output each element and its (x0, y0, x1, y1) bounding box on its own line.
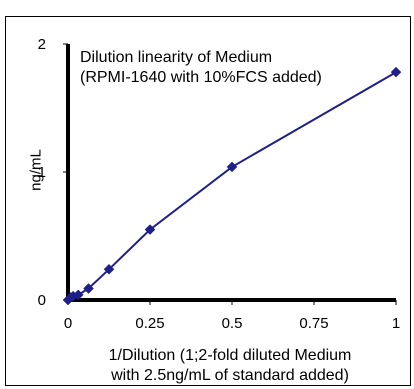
data-point (144, 224, 156, 235)
data-point (103, 263, 115, 275)
x-tick-label: 0.75 (299, 315, 328, 332)
x-tick-label: 0 (64, 315, 72, 332)
annotation-line-2: (RPMI-1640 with 10%FCS added) (80, 69, 322, 86)
chart-frame: 0 0.25 0.5 0.75 1 0 1 2 (5, 16, 411, 386)
chart-svg: 0 0.25 0.5 0.75 1 0 1 2 (38, 36, 402, 332)
y-axis-title: ng/mL (27, 149, 45, 191)
x-tick-label: 1 (392, 315, 400, 332)
x-tick-label: 0.5 (222, 315, 243, 332)
y-tick-label: 0 (38, 292, 46, 309)
x-axis-title-line-1: 1/Dilution (1;2-fold diluted Medium (108, 347, 352, 364)
series-line (67, 71, 397, 301)
y-tick-label: 2 (38, 36, 46, 53)
data-point (390, 66, 402, 78)
x-axis-title-line-2: with 2.5ng/mL of standard added) (111, 367, 349, 384)
data-point (72, 289, 84, 301)
annotation-line-1: Dilution linearity of Medium (80, 49, 273, 66)
data-point (226, 161, 238, 173)
x-tick-label: 0.25 (135, 315, 164, 332)
data-point (83, 283, 94, 294)
y-tick-label: 1 (38, 164, 46, 181)
chart-annotation: Dilution linearity of Medium (RPMI-1640 … (80, 48, 322, 88)
x-axis-title: 1/Dilution (1;2-fold diluted Medium with… (70, 346, 390, 386)
